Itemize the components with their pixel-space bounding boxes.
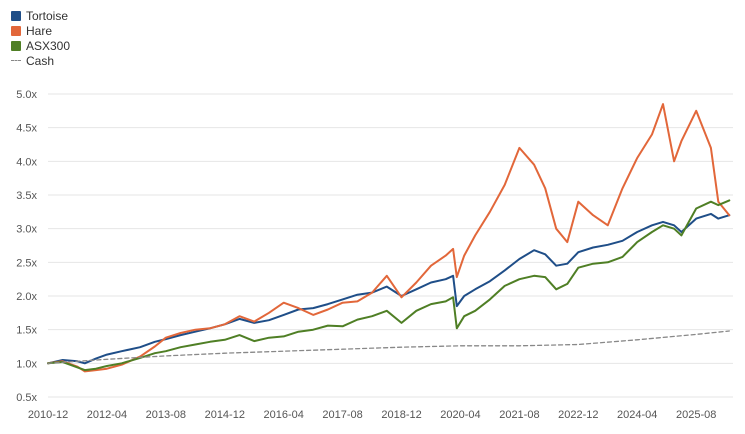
y-tick-label: 0.5x	[16, 392, 37, 404]
legend-item-tortoise[interactable]: Tortoise	[11, 8, 70, 23]
legend-swatch-tortoise	[11, 10, 21, 21]
x-tick-label: 2020-04	[440, 409, 480, 421]
x-tick-label: 2016-04	[264, 409, 304, 421]
y-tick-label: 3.5x	[16, 190, 37, 202]
y-tick-label: 4.0x	[16, 156, 37, 168]
x-tick-label: 2014-12	[205, 409, 245, 421]
y-axis: 0.5x 1.0x 1.5x 2.0x 2.5x 3.0x 3.5x 4.0x 4.5x 5.0x	[16, 89, 37, 404]
x-tick-label: 2018-12	[381, 409, 421, 421]
y-tick-label: 2.5x	[16, 257, 37, 269]
series-layer	[47, 103, 731, 373]
legend-label-cash: Cash	[26, 53, 55, 68]
x-tick-label: 2013-08	[146, 409, 186, 421]
y-tick-label: 5.0x	[16, 89, 37, 101]
x-tick-label: 2022-12	[558, 409, 598, 421]
y-tick-label: 1.0x	[16, 358, 37, 370]
legend-label-asx300: ASX300	[26, 38, 71, 53]
grid-layer	[48, 93, 733, 398]
series-line-asx300	[47, 199, 731, 372]
x-tick-label: 2025-08	[676, 409, 716, 421]
legend-item-cash[interactable]: Cash	[11, 53, 70, 68]
legend-item-asx300[interactable]: ASX300	[11, 38, 70, 53]
x-tick-label: 2024-04	[617, 409, 657, 421]
legend-swatch-asx300	[11, 40, 21, 51]
legend-item-hare[interactable]: Hare	[11, 23, 70, 38]
chart-legend: Tortoise Hare ASX300 Cash	[11, 8, 70, 68]
series-line-hare	[47, 103, 731, 373]
y-tick-label: 1.5x	[16, 325, 37, 337]
legend-label-hare: Hare	[26, 23, 53, 38]
x-tick-label: 2012-04	[87, 409, 127, 421]
y-tick-label: 4.5x	[16, 123, 37, 135]
x-tick-label: 2021-08	[499, 409, 539, 421]
y-tick-label: 2.0x	[16, 291, 37, 303]
x-tick-label: 2017-08	[322, 409, 362, 421]
series-line-cash	[47, 330, 730, 364]
legend-swatch-hare	[11, 25, 21, 36]
x-axis: 2010-12 2012-04 2013-08 2014-12 2016-04 2017-…	[28, 409, 717, 421]
x-tick-label: 2010-12	[28, 409, 68, 421]
series-line-tortoise	[47, 212, 731, 365]
legend-label-tortoise: Tortoise	[26, 8, 69, 23]
legend-swatch-cash	[11, 60, 21, 61]
y-tick-label: 3.0x	[16, 224, 37, 236]
